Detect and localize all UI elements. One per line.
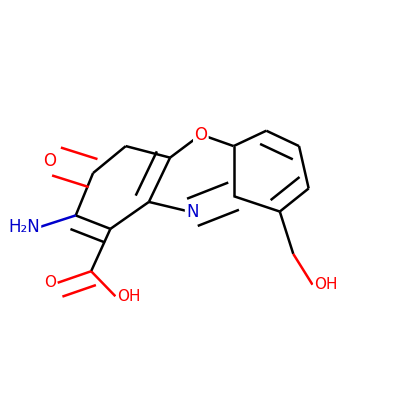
Text: O: O: [44, 275, 56, 290]
Text: OH: OH: [314, 277, 338, 292]
Text: N: N: [186, 203, 199, 221]
Text: OH: OH: [117, 289, 141, 304]
Text: O: O: [44, 152, 56, 170]
Text: O: O: [194, 126, 207, 144]
Text: H₂N: H₂N: [8, 218, 40, 236]
